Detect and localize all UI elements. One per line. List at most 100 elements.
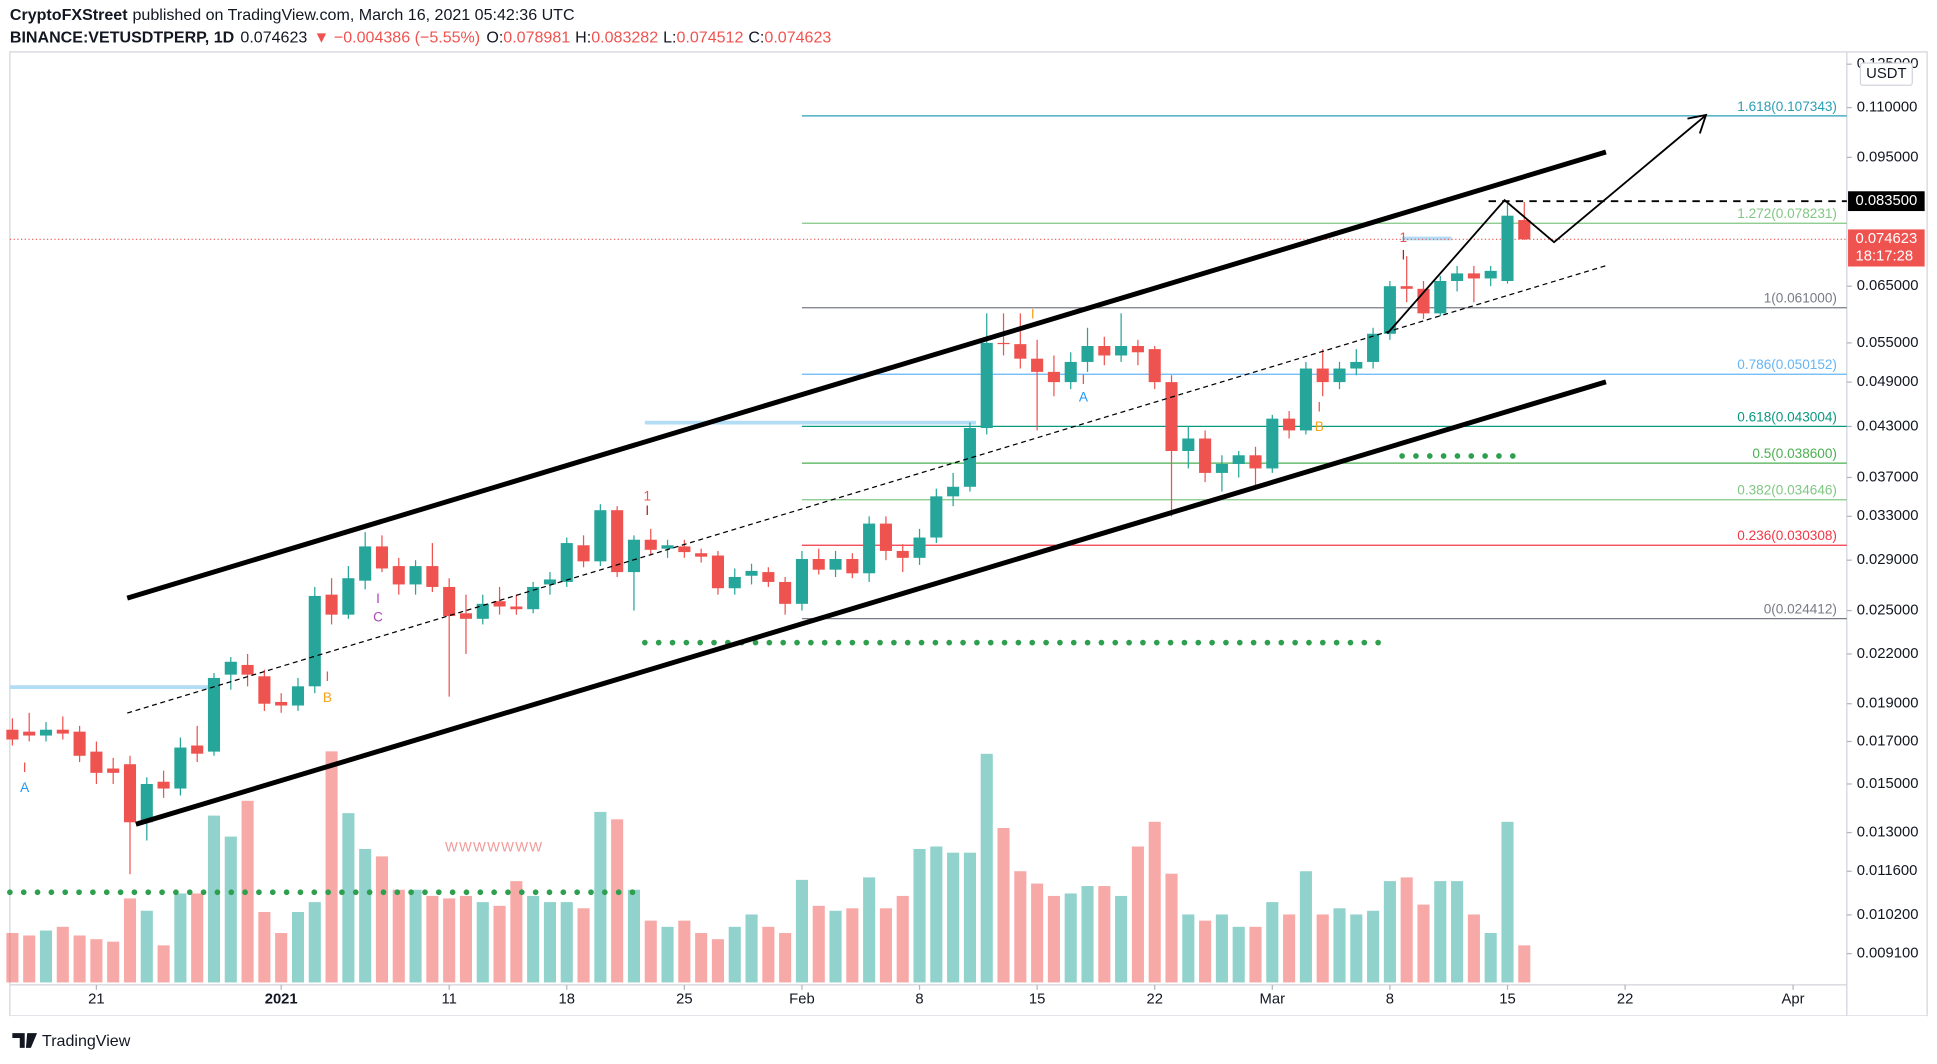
- td-label: I: [1317, 399, 1321, 414]
- dot-marker: [1015, 639, 1022, 646]
- dot-marker: [974, 639, 980, 646]
- volume-bar: [644, 920, 657, 983]
- y-tick-label: 0.022000: [1857, 646, 1919, 662]
- candle-body: [1266, 418, 1279, 469]
- volume-bar: [594, 811, 607, 983]
- dot-marker: [1292, 639, 1298, 646]
- x-tick-label: Feb: [789, 992, 815, 1008]
- arrow-head: [1687, 113, 1708, 134]
- fib-label: 0.236(0.030308): [1737, 528, 1837, 543]
- dot-marker: [518, 889, 525, 896]
- candle-body: [1165, 382, 1178, 452]
- x-tick-label: 8: [915, 992, 923, 1008]
- candle-body: [1182, 438, 1195, 452]
- dot-marker: [835, 639, 842, 646]
- dot-marker: [615, 889, 622, 896]
- dot-marker: [877, 639, 883, 646]
- dot-marker: [311, 889, 318, 896]
- published: published on TradingView.com, March 16, …: [133, 6, 575, 24]
- dot-marker: [90, 889, 96, 896]
- candle-body: [980, 342, 993, 429]
- volume-bar: [980, 753, 993, 983]
- dot-marker: [601, 889, 608, 896]
- y-tick-label: 0.011600: [1857, 863, 1918, 879]
- author: CryptoFXStreet: [10, 6, 128, 24]
- dot-marker: [932, 639, 939, 646]
- fib-label: 0.786(0.050152): [1737, 357, 1837, 372]
- y-tick-label: 0.065000: [1857, 278, 1919, 294]
- volume-bar: [1182, 914, 1195, 983]
- dot-marker: [683, 639, 690, 646]
- volume-bar: [39, 930, 53, 983]
- candle-body: [275, 701, 288, 706]
- dot-marker: [532, 889, 539, 896]
- dot-marker: [752, 639, 759, 646]
- candle-body: [1215, 463, 1228, 473]
- header-line-2: BINANCE:VETUSDTPERP, 1D 0.074623 ▼ −0.0043…: [10, 29, 832, 47]
- volume-bar: [1333, 908, 1346, 983]
- dot-marker: [904, 639, 911, 646]
- dot-marker: [1306, 639, 1312, 646]
- dot-marker: [808, 639, 814, 646]
- td-label: I: [325, 669, 329, 684]
- td-label: A: [20, 780, 30, 795]
- volume-bar: [510, 881, 523, 983]
- footer: [9, 1015, 1928, 1064]
- candle-body: [1434, 281, 1447, 314]
- volume-layer: [6, 751, 1531, 983]
- candle-body: [1400, 286, 1413, 289]
- dot-marker: [1333, 639, 1340, 646]
- candle-body: [224, 661, 237, 675]
- volume-bar: [107, 941, 120, 983]
- dot-marker: [366, 889, 373, 896]
- dot-marker: [1482, 453, 1488, 459]
- fib-label: 1.272(0.078231): [1737, 206, 1837, 221]
- dot-marker: [849, 639, 856, 646]
- dot-marker: [1112, 639, 1119, 646]
- candle-body: [728, 576, 741, 589]
- candle-body: [191, 745, 204, 754]
- volume-bar: [1165, 873, 1178, 983]
- volume-bar: [123, 898, 137, 983]
- volume-bar: [1383, 881, 1396, 983]
- dot-marker: [1454, 453, 1461, 459]
- candle-body: [207, 677, 221, 752]
- volume-bar: [191, 893, 204, 983]
- dot-marker: [1084, 639, 1091, 646]
- volume-bar: [1115, 895, 1128, 983]
- y-tick-label: 0.043000: [1857, 418, 1919, 434]
- dot-marker: [1496, 453, 1502, 459]
- dot-marker: [1223, 639, 1229, 646]
- dot-marker: [159, 889, 165, 896]
- candle-body: [527, 586, 540, 610]
- x-tick-label: 21: [88, 992, 104, 1008]
- volume-bar: [1467, 914, 1480, 983]
- volume-bar: [627, 889, 641, 983]
- candle-body: [1081, 345, 1094, 362]
- candle-body: [543, 579, 557, 585]
- candle-body: [745, 570, 758, 576]
- candle-body: [863, 523, 876, 574]
- volume-bar: [426, 895, 439, 983]
- candle-body: [930, 496, 943, 538]
- candle-body: [1333, 368, 1346, 383]
- dot-marker: [1375, 639, 1381, 646]
- x-tick-label: 22: [1617, 992, 1633, 1008]
- candle-body: [1350, 361, 1363, 369]
- y-tick-label: 0.029000: [1857, 552, 1919, 568]
- dot-marker: [1264, 639, 1271, 646]
- candle-body: [325, 594, 338, 615]
- dot-marker: [1509, 453, 1516, 459]
- ohlc-label: C:: [748, 29, 764, 47]
- volume-bar: [6, 933, 19, 983]
- volume-bar: [1199, 920, 1212, 983]
- dot-marker: [256, 889, 262, 896]
- candle-body: [779, 581, 792, 604]
- volume-bar: [728, 926, 741, 983]
- y-tick-label: 0.110000: [1857, 100, 1918, 116]
- channel-upper: [126, 149, 1607, 601]
- volume-bar: [73, 935, 86, 983]
- dot-marker: [76, 889, 82, 896]
- channel-lower: [135, 379, 1607, 827]
